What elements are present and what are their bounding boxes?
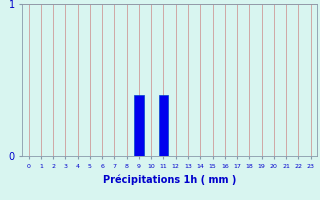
Bar xyxy=(159,95,168,156)
Bar xyxy=(134,95,144,156)
X-axis label: Précipitations 1h ( mm ): Précipitations 1h ( mm ) xyxy=(103,174,236,185)
